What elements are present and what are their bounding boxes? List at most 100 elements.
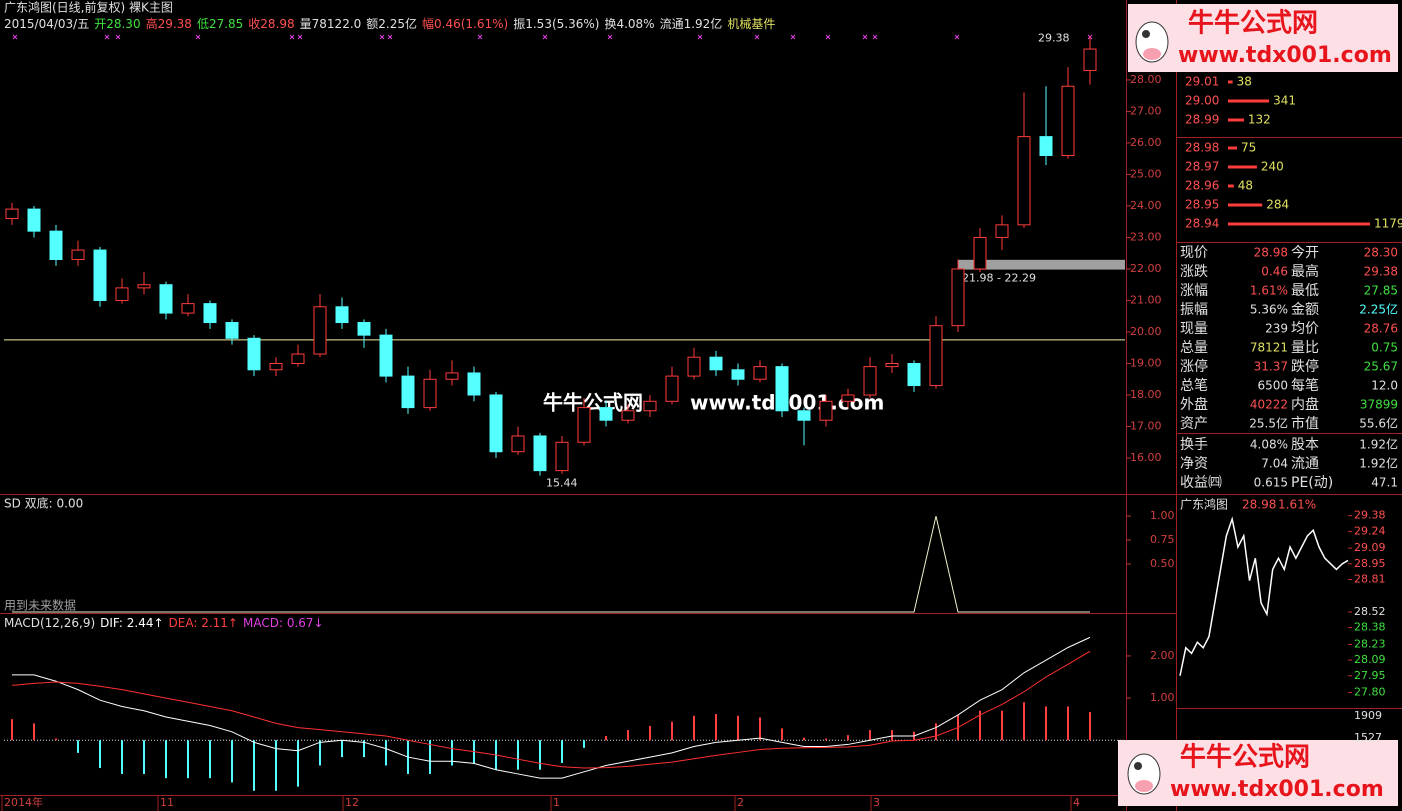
intraday-name: 广东鸿图 [1180, 498, 1228, 512]
book-vol: 284 [1266, 198, 1289, 212]
quote-value: 1.92亿 [1359, 437, 1398, 452]
quote-label: 量比 [1291, 340, 1319, 356]
signal-marker [115, 34, 121, 40]
date-label: 11 [160, 796, 174, 809]
book-price: 28.97 [1185, 160, 1219, 174]
quote-label: 最高 [1291, 263, 1319, 280]
book-price: 28.94 [1185, 217, 1219, 231]
candle-body [863, 366, 877, 396]
candle-body [929, 325, 943, 387]
candle-body [1061, 85, 1075, 157]
quote-label: 跌停 [1291, 358, 1319, 375]
book-price: 28.96 [1185, 179, 1219, 193]
date-label: 3 [873, 796, 880, 809]
date-label: 1 [553, 796, 560, 809]
signal-marker [195, 34, 201, 40]
intraday-price: 28.98 [1242, 498, 1276, 512]
quote-value: 1.61% [1250, 284, 1288, 298]
quote-value: 0.46 [1261, 265, 1288, 279]
y-tick-label: 21.00 [1130, 293, 1162, 306]
y-tick-label: 27.80 [1354, 686, 1386, 699]
quote-label: 今开 [1291, 245, 1319, 261]
sd-note: 用到未来数据 [4, 598, 76, 613]
window-title: 广东鸿图(日线,前复权) 裸K主图 [4, 0, 173, 15]
info-item: 幅0.46(1.61%) [422, 16, 508, 31]
intraday-change: 1.61% [1278, 498, 1316, 512]
intraday-line [1179, 516, 1349, 676]
candle-body [71, 249, 85, 261]
book-bar [1228, 203, 1263, 207]
candle-body [555, 441, 569, 472]
candle-body [599, 407, 613, 421]
quote-value: 12.0 [1371, 379, 1398, 393]
signal-marker [825, 34, 831, 40]
quote-value: 1.92亿 [1359, 456, 1398, 471]
quote-value: 4.08% [1250, 438, 1288, 452]
quote-label: 金额 [1291, 302, 1319, 318]
candle-body [577, 407, 591, 443]
quote-value: 40222 [1250, 398, 1288, 412]
quote-value: 28.98 [1254, 246, 1288, 260]
candle-body [775, 366, 789, 412]
info-item: 收28.98 [248, 17, 294, 31]
book-bar [1228, 99, 1270, 103]
info-item: 换4.08% [604, 17, 654, 31]
quote-label: 现量 [1180, 321, 1208, 337]
logo-name: 牛牛公式网 [1188, 9, 1318, 39]
book-vol: 132 [1248, 113, 1271, 127]
y-tick-label: 29.09 [1354, 541, 1386, 554]
date-label: 12 [345, 796, 359, 809]
quote-label: 总量 [1180, 340, 1208, 356]
candle-body [27, 208, 41, 232]
candle-body [951, 268, 965, 327]
candle-body [885, 362, 899, 368]
quote-label: 资产 [1180, 416, 1208, 432]
band-label: 21.98 - 22.29 [962, 272, 1036, 285]
book-bar [1228, 80, 1233, 84]
candle-body [379, 334, 393, 377]
candle-body [467, 372, 481, 396]
quote-value: 78121 [1250, 341, 1288, 355]
quote-label: 最低 [1291, 283, 1319, 299]
book-price: 28.98 [1185, 141, 1219, 155]
book-bar [1228, 146, 1238, 150]
candle-body [225, 322, 239, 339]
y-tick-label: 0.50 [1150, 557, 1175, 570]
candle-body [511, 435, 525, 453]
y-tick-label: 23.00 [1130, 230, 1162, 243]
quote-value: 28.76 [1364, 322, 1398, 336]
signal-marker [697, 34, 703, 40]
signal-marker [542, 34, 548, 40]
signal-marker [477, 34, 483, 40]
quote-label: 均价 [1291, 321, 1319, 337]
candle-body [313, 306, 327, 355]
y-tick-label: 28.09 [1354, 653, 1386, 666]
band [958, 259, 1125, 270]
quote-label: 内盘 [1291, 396, 1319, 413]
quote-value: 239 [1265, 322, 1288, 336]
volume-tick-label: 1909 [1354, 709, 1382, 722]
signal-marker [607, 34, 613, 40]
y-tick-label: 27.95 [1354, 669, 1386, 682]
y-tick-label: 28.23 [1354, 637, 1386, 650]
y-tick-label: 17.00 [1130, 420, 1162, 433]
info-item: 流通1.92亿 [660, 16, 723, 31]
info-item: DIF: 2.44↑ [100, 616, 163, 630]
quote-value: 7.04 [1261, 457, 1288, 471]
candle-body [181, 303, 195, 314]
y-tick-label: 18.00 [1130, 388, 1162, 401]
info-item: DEA: 2.11↑ [169, 616, 238, 630]
candle-body [533, 435, 547, 472]
quote-label: 收益㈣ [1180, 475, 1222, 491]
candle-body [621, 410, 635, 421]
candle-body [291, 353, 305, 364]
candle-body [643, 400, 657, 412]
quote-label: 涨跌 [1180, 264, 1208, 280]
signal-marker [379, 34, 385, 40]
y-tick-label: 0.75 [1150, 533, 1175, 546]
candle-body [907, 362, 921, 387]
book-price: 29.01 [1185, 75, 1219, 89]
y-tick-label: 28.52 [1354, 605, 1386, 618]
